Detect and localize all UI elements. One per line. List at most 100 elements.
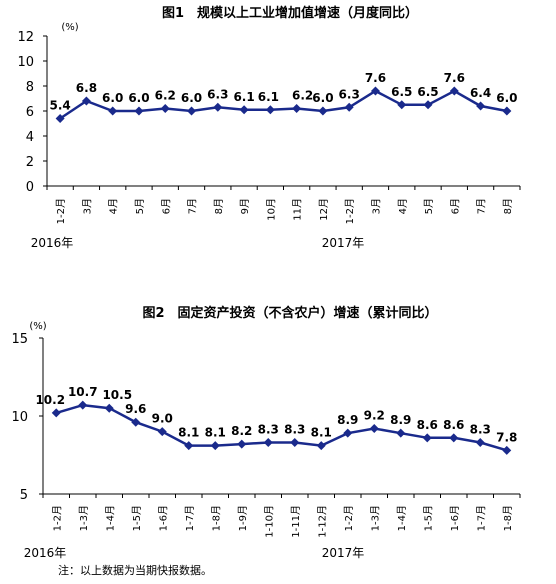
data-label: 7.6 <box>365 71 386 85</box>
data-point <box>78 400 88 410</box>
x-tick-label: 7月 <box>476 198 488 214</box>
data-point <box>263 438 273 448</box>
data-label: 8.3 <box>258 423 279 437</box>
x-tick-label: 1-8月 <box>502 505 514 531</box>
data-point <box>184 441 194 451</box>
year-label: 2016年 <box>31 236 74 250</box>
data-point <box>344 102 354 112</box>
data-point <box>449 86 459 96</box>
x-tick-label: 1-11月 <box>290 505 302 538</box>
x-tick-label: 1-10月 <box>263 505 275 538</box>
x-tick-label: 1-9月 <box>237 505 249 531</box>
data-label: 8.9 <box>390 413 411 427</box>
y-tick-label: 12 <box>17 30 34 45</box>
y-tick-label: 0 <box>26 180 34 195</box>
data-label: 9.2 <box>364 408 385 422</box>
data-point <box>422 433 432 443</box>
x-tick-label: 1-12月 <box>316 505 328 538</box>
data-label: 10.5 <box>102 388 132 402</box>
data-point <box>423 100 433 110</box>
data-label: 6.0 <box>496 91 517 105</box>
chart-title: 图2 固定资产投资（不含农户）增速（累计同比） <box>142 305 437 321</box>
data-point <box>210 441 220 451</box>
data-label: 8.2 <box>231 424 252 438</box>
data-label: 8.6 <box>417 418 438 432</box>
year-label: 2017年 <box>322 546 365 560</box>
data-point <box>81 96 91 106</box>
data-label: 10.2 <box>35 393 65 407</box>
data-point <box>476 101 486 111</box>
data-label: 7.6 <box>444 71 465 85</box>
x-tick-label: 1-8月 <box>210 505 222 531</box>
x-tick-label: 8月 <box>213 198 225 214</box>
data-point <box>396 428 406 438</box>
y-tick-label: 5 <box>20 488 28 503</box>
data-label: 10.7 <box>68 385 98 399</box>
x-tick-label: 1-7月 <box>184 505 196 531</box>
x-tick-label: 12月 <box>318 198 330 221</box>
x-tick-label: 1-3月 <box>369 505 381 531</box>
data-label: 7.8 <box>496 430 517 444</box>
x-tick-label: 1-5月 <box>131 505 143 531</box>
chart-1: 图1 规模以上工业增加值增速（月度同比） (%) 0 2 4 6 8 10 12 1-2月 3月 4月… <box>17 5 521 250</box>
data-point <box>157 427 167 437</box>
x-tick-label: 1-3月 <box>78 505 90 531</box>
data-point <box>239 105 249 115</box>
x-tick-label: 1-5月 <box>422 505 434 531</box>
data-point <box>397 100 407 110</box>
x-tick-label: 1-2月 <box>55 198 67 224</box>
y-tick-label: 10 <box>11 410 28 425</box>
data-label: 6.4 <box>470 86 491 100</box>
year-label: 2016年 <box>24 546 67 560</box>
y-tick-label: 10 <box>17 55 34 70</box>
x-tick-label: 5月 <box>134 198 146 214</box>
data-label: 6.2 <box>292 89 313 103</box>
year-label: 2017年 <box>322 236 365 250</box>
data-label: 6.3 <box>207 87 228 101</box>
x-tick-label: 1-6月 <box>157 505 169 531</box>
data-label: 8.3 <box>284 423 305 437</box>
series-line <box>55 403 508 452</box>
data-point <box>134 106 144 116</box>
data-point <box>213 102 223 112</box>
data-label: 6.0 <box>128 91 149 105</box>
data-point <box>343 428 353 438</box>
data-point <box>502 106 512 116</box>
data-point <box>131 417 141 427</box>
y-tick-label: 15 <box>11 332 28 347</box>
data-point <box>502 445 512 455</box>
data-point <box>292 104 302 113</box>
y-unit-label: (%) <box>29 321 46 332</box>
data-label: 6.0 <box>181 91 202 105</box>
x-tick-label: 4月 <box>397 198 409 214</box>
data-point <box>290 438 300 448</box>
x-tick-label: 1-7月 <box>475 505 487 531</box>
data-point <box>55 114 65 123</box>
data-label: 8.1 <box>178 426 199 440</box>
data-point <box>51 408 61 418</box>
y-tick-label: 4 <box>26 130 34 145</box>
data-label: 6.2 <box>155 89 176 103</box>
data-label: 8.1 <box>311 426 332 440</box>
data-label: 6.0 <box>102 91 123 105</box>
data-point <box>369 423 379 433</box>
x-tick-label: 3月 <box>370 198 382 214</box>
data-point <box>449 433 459 443</box>
x-tick-label: 3月 <box>81 198 93 214</box>
x-tick-label: 11月 <box>292 198 304 221</box>
data-point <box>370 86 380 96</box>
data-point <box>265 105 275 115</box>
data-label: 8.9 <box>337 413 358 427</box>
data-point <box>316 441 326 451</box>
footnote: 注：以上数据为当期快报数据。 <box>58 564 212 577</box>
x-tick-label: 1-2月 <box>344 198 356 224</box>
data-point <box>318 106 328 116</box>
data-label: 6.3 <box>339 87 360 101</box>
chart-2: 图2 固定资产投资（不含农户）增速（累计同比） (%) 5 10 15 1-2月 1-3月 1… <box>11 305 521 560</box>
data-label: 6.5 <box>391 85 412 99</box>
x-tick-label: 8月 <box>502 198 514 214</box>
x-tick-label: 10月 <box>265 198 277 221</box>
data-label: 8.3 <box>470 423 491 437</box>
data-label: 6.0 <box>312 91 333 105</box>
